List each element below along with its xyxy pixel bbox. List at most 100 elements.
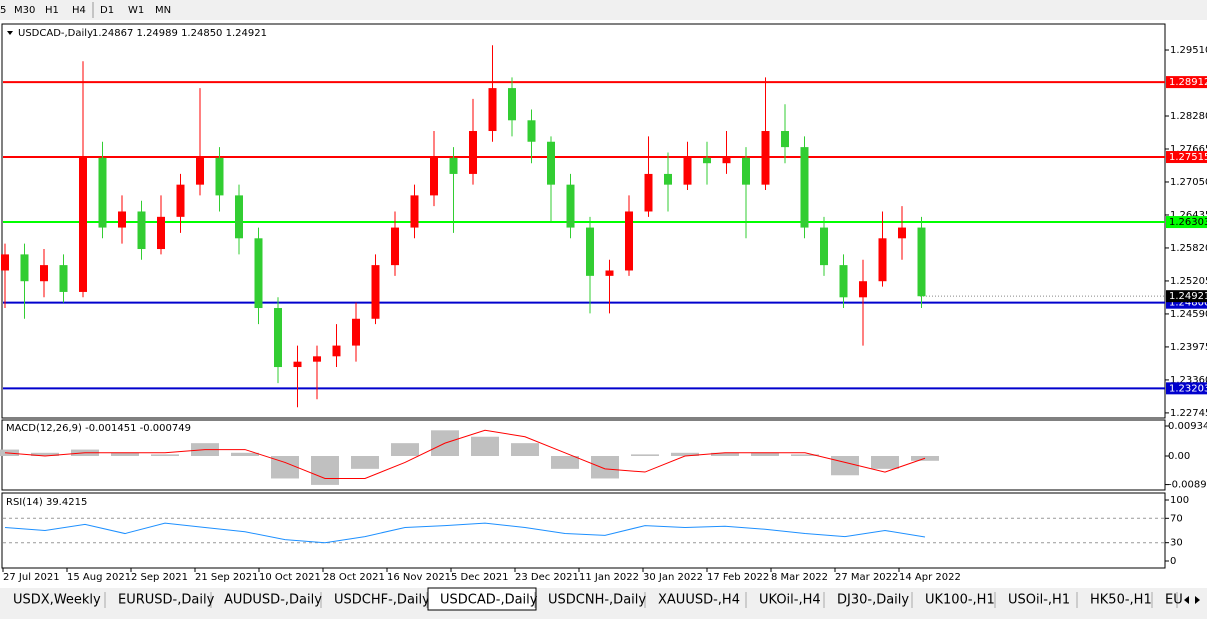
macd-bar xyxy=(31,452,59,456)
tab[interactable]: EU xyxy=(1165,593,1183,608)
candle-body xyxy=(508,88,516,121)
candle-body xyxy=(371,265,380,319)
candle-body xyxy=(625,211,633,271)
candle-body xyxy=(449,157,458,174)
current-price-label: 1.24921 xyxy=(1169,291,1207,302)
candle-body xyxy=(430,157,438,196)
candle-body xyxy=(98,157,107,228)
timeframe-button[interactable]: H4 xyxy=(72,5,86,16)
toolbar xyxy=(0,0,1207,20)
tab[interactable]: USOil-,H1 xyxy=(1008,593,1070,608)
tab[interactable]: UKOil-,H4 xyxy=(759,593,821,608)
macd-bar xyxy=(311,455,339,485)
candle-body xyxy=(79,157,87,292)
candle-body xyxy=(352,318,360,346)
candle-body xyxy=(215,157,224,196)
tab[interactable]: EURUSD-,Daily xyxy=(118,593,215,608)
candle-body xyxy=(157,216,165,250)
candle-body xyxy=(293,361,302,368)
date-label: 11 Jan 2022 xyxy=(579,572,639,583)
rsi-panel xyxy=(1,492,1166,569)
candle-body xyxy=(547,141,555,185)
date-label: 28 Oct 2021 xyxy=(323,572,385,583)
tab[interactable]: USDCNH-,Daily xyxy=(548,593,646,608)
candle-body xyxy=(898,227,906,239)
macd-bar xyxy=(271,455,299,479)
date-label: 5 Dec 2021 xyxy=(451,572,509,583)
timeframe-button[interactable]: MN xyxy=(155,5,171,16)
level-label-box xyxy=(1166,382,1207,395)
level-label: 1.27515 xyxy=(1169,152,1207,163)
candle-body xyxy=(40,265,48,282)
candle-body xyxy=(566,184,575,228)
date-label: 17 Feb 2022 xyxy=(707,572,769,583)
candle-body xyxy=(527,120,536,142)
timeframe-button[interactable]: 5 xyxy=(0,5,6,16)
active-tab xyxy=(427,587,537,611)
candle-body xyxy=(586,227,594,276)
scroll-right[interactable] xyxy=(1195,596,1200,604)
tab[interactable]: USDCHF-,Daily xyxy=(334,593,430,608)
symbol: USDCAD-,Daily xyxy=(18,28,93,39)
date-label: 16 Nov 2021 xyxy=(387,572,451,583)
candle-body xyxy=(274,308,282,368)
level-label-box xyxy=(1166,216,1207,229)
y-tick-label: 70 xyxy=(1170,513,1183,524)
candle-body xyxy=(20,254,29,282)
tab[interactable]: UK100-,H1 xyxy=(925,593,995,608)
tab[interactable]: HK50-,H1 xyxy=(1090,593,1152,608)
timeframe-button[interactable]: M30 xyxy=(14,5,35,16)
macd-bar xyxy=(671,452,699,456)
timeframe-button[interactable]: W1 xyxy=(128,5,144,16)
macd-bar xyxy=(471,436,499,456)
candle-body xyxy=(839,265,848,298)
tab[interactable]: XAUUSD-,H4 xyxy=(658,593,740,608)
y-tick-label: 1.26435 xyxy=(1170,210,1207,221)
y-tick-label: 30 xyxy=(1170,538,1183,549)
tab-bar xyxy=(0,588,1207,619)
tab[interactable]: USDX,Weekly xyxy=(13,593,101,608)
candle-body xyxy=(859,281,867,298)
macd-bar xyxy=(551,455,579,469)
date-label: 8 Mar 2022 xyxy=(771,572,828,583)
candle-body xyxy=(176,184,185,217)
date-label: 27 Jul 2021 xyxy=(3,572,60,583)
y-tick-label: 1.25820 xyxy=(1170,243,1207,254)
rsi-line xyxy=(4,522,926,544)
candle-body xyxy=(118,211,126,228)
candle-body xyxy=(820,227,828,266)
candle-body xyxy=(644,173,653,212)
candle-body xyxy=(742,157,750,185)
candle-body xyxy=(703,157,711,164)
level-label-box xyxy=(1166,151,1207,164)
scroll-left[interactable] xyxy=(1184,596,1189,604)
y-tick-label: 1.27665 xyxy=(1170,144,1207,155)
y-tick-label: 0 xyxy=(1170,556,1176,567)
y-tick-label: 1.23360 xyxy=(1170,375,1207,386)
tab[interactable]: USDCAD-,Daily xyxy=(440,593,538,608)
y-tick-label: 1.28280 xyxy=(1170,111,1207,122)
candle-body xyxy=(781,131,789,148)
candle-body xyxy=(391,227,399,266)
y-tick-label: 0.009345 xyxy=(1168,421,1207,432)
level-label: 1.28912 xyxy=(1169,77,1207,88)
timeframe-button[interactable]: D1 xyxy=(100,5,114,16)
date-label: 27 Mar 2022 xyxy=(835,572,898,583)
main-panel xyxy=(1,23,1166,419)
tab[interactable]: DJ30-,Daily xyxy=(837,593,909,608)
date-label: 23 Dec 2021 xyxy=(515,572,579,583)
macd-bar xyxy=(791,454,819,456)
macd-bar xyxy=(831,455,859,476)
macd-bar xyxy=(871,455,899,469)
macd-bar xyxy=(751,452,779,456)
y-tick-label: 1.25205 xyxy=(1170,276,1207,287)
macd-bar xyxy=(351,455,379,469)
y-tick-label: 0.00 xyxy=(1168,451,1190,462)
timeframe-button[interactable]: H1 xyxy=(45,5,59,16)
candle-body xyxy=(683,157,692,185)
candle-body xyxy=(878,238,887,282)
date-label: 10 Oct 2021 xyxy=(259,572,321,583)
tab[interactable]: AUDUSD-,Daily xyxy=(224,593,322,608)
